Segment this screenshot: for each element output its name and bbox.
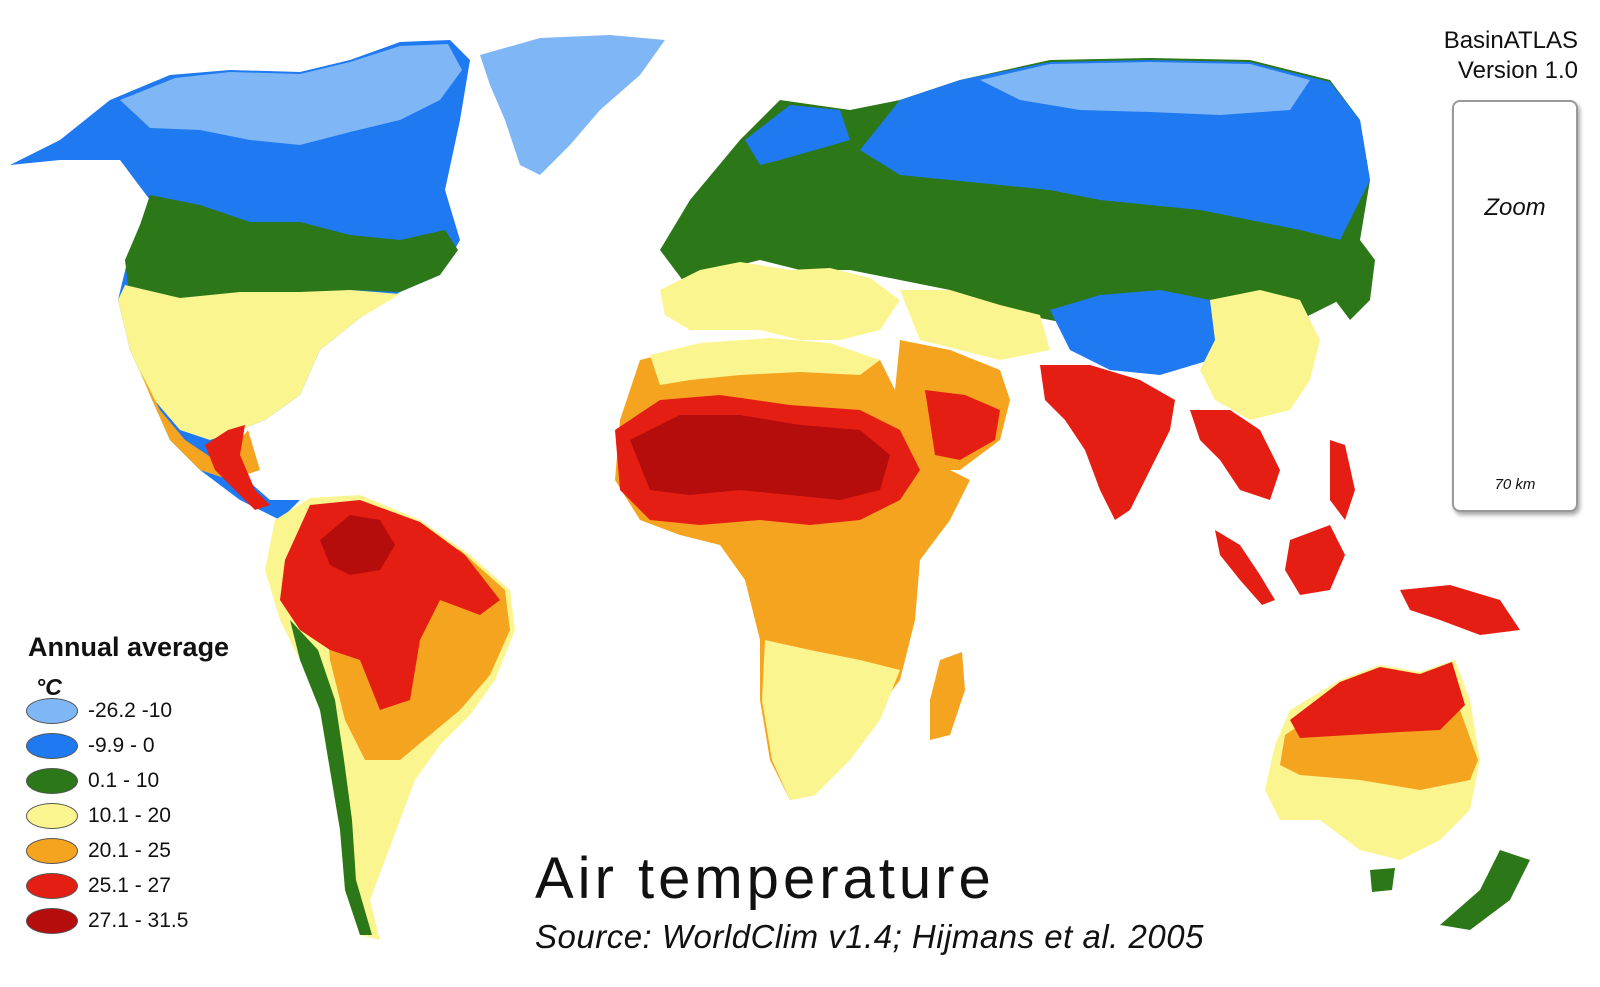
legend-label: 25.1 - 27: [88, 874, 171, 897]
legend-item: -9.9 - 0: [26, 731, 246, 761]
legend-swatch: [26, 908, 78, 934]
map-title: Air temperature: [535, 846, 995, 911]
japan-green: [1335, 240, 1375, 320]
legend-swatch: [26, 768, 78, 794]
philippines: [1330, 440, 1355, 520]
china-yellow: [1200, 290, 1320, 420]
north-america-yellow-band: [118, 285, 400, 440]
north-america-light-band: [120, 44, 462, 145]
legend-label: 0.1 - 10: [88, 769, 160, 792]
legend-label: -9.9 - 0: [88, 734, 155, 757]
legend-unit: °C: [36, 674, 62, 700]
legend-item: 27.1 - 31.5: [26, 906, 246, 936]
australia-region: [1265, 660, 1530, 930]
siberia-light: [980, 62, 1310, 115]
africa-yellow-south: [762, 640, 900, 800]
south-america-region: [265, 495, 515, 940]
legend-swatch: [26, 803, 78, 829]
sumatra: [1215, 530, 1275, 605]
north-america-region: [10, 40, 470, 520]
legend-label: -26.2 -10: [88, 699, 173, 722]
new-guinea: [1400, 585, 1520, 635]
legend-item: -26.2 -10: [26, 696, 246, 726]
legend-item: 20.1 - 25: [26, 836, 246, 866]
legend-swatch: [26, 733, 78, 759]
africa-region: [615, 338, 970, 800]
north-america-green-band: [125, 195, 458, 310]
central-america-red: [205, 425, 270, 510]
borneo: [1285, 525, 1345, 595]
arabia-red: [925, 390, 1000, 460]
scale-label: 70 km: [1494, 476, 1536, 493]
legend-label: 10.1 - 20: [88, 804, 171, 827]
legend-swatch: [26, 838, 78, 864]
legend-label: 27.1 - 31.5: [88, 909, 189, 932]
zoom-inset-card[interactable]: Zoom 70 km: [1452, 100, 1578, 512]
map-source: Source: WorldClim v1.4; Hijmans et al. 2…: [535, 918, 1204, 955]
indonesia-region: [1215, 440, 1520, 635]
africa-darkred-sahel: [630, 415, 890, 500]
south-america-green-andes: [290, 620, 372, 935]
madagascar: [930, 652, 965, 740]
australia-red: [1290, 662, 1465, 738]
eurasia-region: [660, 58, 1375, 520]
southeast-asia-red: [1190, 410, 1280, 500]
tibet-blue: [1050, 290, 1230, 375]
legend-item: 10.1 - 20: [26, 801, 246, 831]
legend-item: 0.1 - 10: [26, 766, 246, 796]
legend-item: 25.1 - 27: [26, 871, 246, 901]
brand-name: BasinATLAS: [1443, 27, 1578, 54]
scandinavia-blue: [745, 105, 850, 165]
brand-version: Version 1.0: [1457, 57, 1578, 84]
greenland-land: [480, 35, 665, 175]
mideast-yellow: [900, 290, 1050, 360]
europe-yellow: [660, 262, 900, 340]
india-red: [1040, 365, 1175, 520]
africa-yellow-north: [650, 338, 880, 385]
zoom-label[interactable]: Zoom: [1484, 194, 1546, 221]
brand-block: BasinATLAS Version 1.0: [1444, 26, 1578, 86]
tasmania: [1370, 868, 1395, 892]
new-zealand: [1440, 850, 1530, 930]
south-america-darkred: [320, 515, 395, 575]
legend-title: Annual average: [28, 632, 230, 662]
legend-swatch: [26, 873, 78, 899]
legend-label: 20.1 - 25: [88, 839, 171, 862]
legend-swatch: [26, 698, 78, 724]
